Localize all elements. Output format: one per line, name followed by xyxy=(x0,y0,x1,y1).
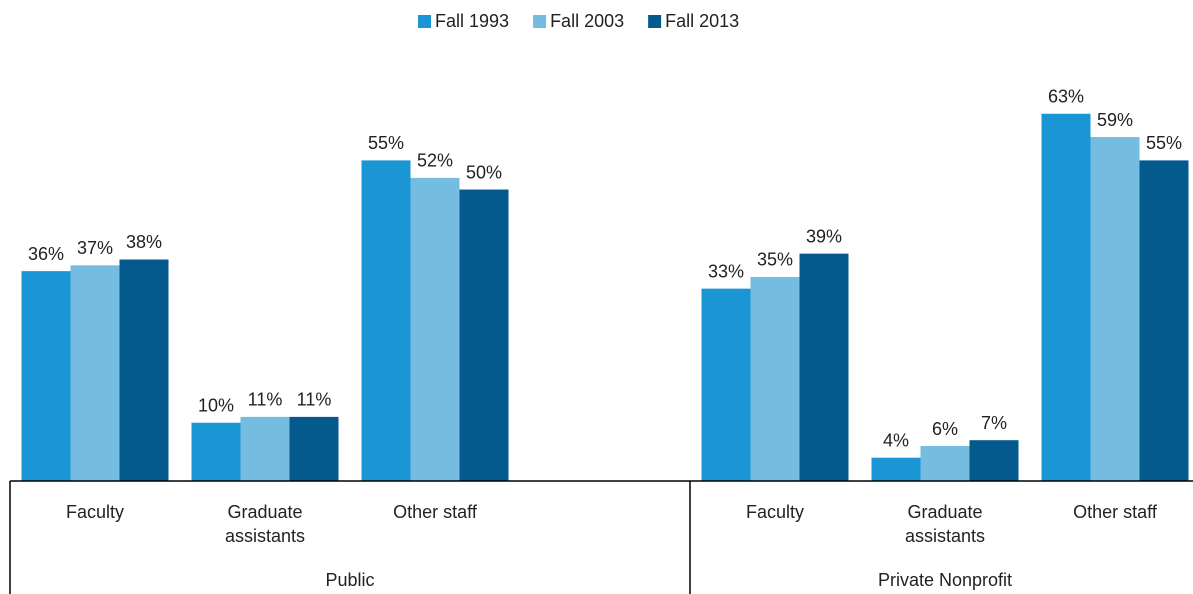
bar xyxy=(70,265,120,481)
group-label: Private Nonprofit xyxy=(878,570,1012,590)
data-label: 55% xyxy=(1146,133,1182,153)
data-label: 38% xyxy=(126,232,162,252)
data-label: 59% xyxy=(1097,110,1133,130)
legend-label: Fall 2003 xyxy=(550,11,624,31)
bar xyxy=(119,259,169,481)
data-label: 52% xyxy=(417,151,453,171)
bar xyxy=(1090,137,1140,481)
data-label: 11% xyxy=(248,390,283,410)
x-tick-label: Other staff xyxy=(393,502,477,522)
data-label: 39% xyxy=(806,226,842,246)
group-label: Public xyxy=(325,570,374,590)
bar xyxy=(750,276,800,481)
x-tick-label: Graduate assistants xyxy=(224,502,306,546)
bar xyxy=(1139,160,1189,481)
data-label: 63% xyxy=(1048,87,1084,107)
legend-label: Fall 1993 xyxy=(435,11,509,31)
bar xyxy=(799,253,849,481)
data-label: 4% xyxy=(883,430,909,450)
data-label: 6% xyxy=(932,419,958,439)
bar xyxy=(459,189,509,481)
bar xyxy=(361,160,411,481)
legend-label: Fall 2013 xyxy=(665,11,739,31)
bar xyxy=(701,288,751,481)
bar xyxy=(871,457,921,481)
data-label: 11% xyxy=(297,390,332,410)
x-tick-label: Graduate assistants xyxy=(904,502,986,546)
x-tick-label: Faculty xyxy=(65,502,125,522)
legend-swatch xyxy=(533,15,547,28)
bar xyxy=(410,177,460,481)
data-label: 35% xyxy=(757,250,793,270)
data-label: 55% xyxy=(368,133,404,153)
data-label: 7% xyxy=(981,413,1007,433)
bar xyxy=(920,446,970,481)
bar xyxy=(289,416,339,481)
legend-swatch xyxy=(418,15,431,28)
legend-swatch xyxy=(648,15,662,28)
bar xyxy=(240,416,290,481)
data-label: 33% xyxy=(708,261,744,281)
bar xyxy=(191,422,241,481)
bar xyxy=(1041,113,1091,481)
data-label: 50% xyxy=(466,162,502,182)
bar xyxy=(21,271,71,481)
bar xyxy=(969,440,1019,481)
data-label: 36% xyxy=(28,244,64,264)
x-tick-label: Other staff xyxy=(1073,502,1157,522)
data-label: 10% xyxy=(198,395,234,415)
data-label: 37% xyxy=(77,238,113,258)
x-tick-label: Faculty xyxy=(745,502,805,522)
